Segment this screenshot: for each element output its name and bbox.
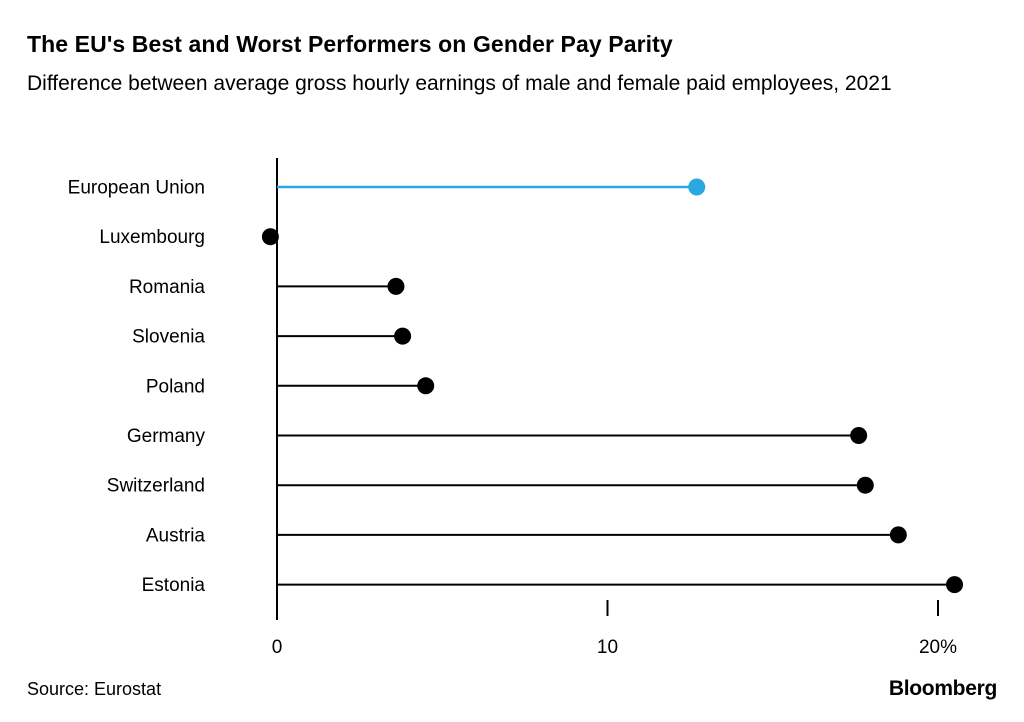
lollipop-chart: 0 10 20% European Union Luxembourg Romania Slo… — [68, 158, 964, 658]
value-dot — [850, 427, 868, 444]
category-label: Germany — [127, 426, 206, 447]
value-dot — [387, 277, 405, 295]
x-axis-tick-label: 0 — [272, 637, 283, 658]
value-dot — [261, 228, 279, 246]
x-axis-tick-label: 10 — [597, 637, 618, 658]
value-dot — [856, 476, 874, 494]
category-label: Slovenia — [132, 327, 205, 348]
category-label: Luxembourg — [99, 227, 205, 248]
category-label: Austria — [146, 525, 206, 546]
bloomberg-logo: Bloomberg — [888, 677, 997, 700]
chart-subtitle: Difference between average gross hourly … — [27, 72, 892, 95]
category-label: Romania — [129, 277, 205, 298]
value-dot — [417, 377, 435, 395]
category-label: Switzerland — [107, 476, 205, 497]
x-axis-tick-label: 20% — [919, 637, 957, 658]
source-note: Source: Eurostat — [27, 679, 162, 699]
category-label: European Union — [68, 178, 205, 199]
value-dot — [394, 327, 412, 345]
value-dot — [688, 178, 706, 196]
value-dot — [946, 576, 964, 594]
value-dot — [889, 526, 907, 544]
category-label: Poland — [146, 376, 205, 397]
category-label: Estonia — [142, 575, 206, 596]
chart-title: The EU's Best and Worst Performers on Ge… — [27, 31, 673, 57]
